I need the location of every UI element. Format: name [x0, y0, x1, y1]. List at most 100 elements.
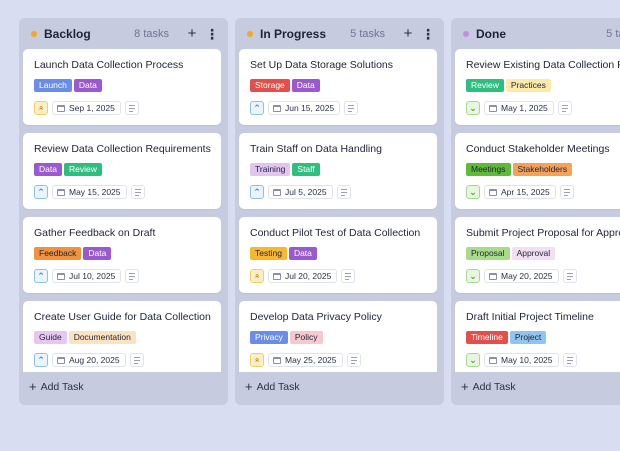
due-date-text: May 15, 2025	[69, 187, 121, 197]
task-title: Gather Feedback on Draft	[34, 227, 156, 239]
card-list: Launch Data Collection Process Launch Data…	[19, 49, 228, 372]
priority-medium-icon[interactable]: ⌃	[250, 185, 264, 199]
task-card[interactable]: Review Data Collection Requirements Data R…	[23, 133, 221, 209]
description-lines-icon[interactable]	[130, 185, 145, 199]
due-date[interactable]: Apr 15, 2025	[484, 185, 556, 199]
tag-list: Training Staff	[250, 163, 322, 176]
due-date[interactable]: May 1, 2025	[484, 101, 554, 115]
description-lines-icon[interactable]	[557, 101, 572, 115]
due-date[interactable]: May 10, 2025	[484, 353, 559, 367]
column-header: Backlog 8 tasks + ⋮	[19, 18, 228, 49]
due-date[interactable]: Jul 5, 2025	[268, 185, 333, 199]
tag-badge: Data	[288, 247, 317, 260]
column-title: In Progress	[260, 26, 327, 41]
priority-high-icon[interactable]: «	[250, 353, 264, 367]
card-meta: ⌃ Aug 20, 2025	[34, 353, 144, 367]
tag-badge: Review	[466, 79, 504, 92]
task-title: Train Staff on Data Handling	[250, 143, 382, 155]
tag-list: Feedback Data	[34, 247, 113, 260]
add-task-button[interactable]: + Add Task	[461, 380, 516, 393]
tag-badge: Policy	[289, 331, 323, 344]
task-title: Review Existing Data Collection Practice…	[466, 59, 620, 71]
task-card[interactable]: Develop Data Privacy Policy Privacy Policy…	[239, 301, 437, 372]
description-lines-icon[interactable]	[129, 353, 144, 367]
tag-badge: Stakeholders	[512, 163, 573, 176]
due-date[interactable]: May 25, 2025	[268, 353, 343, 367]
priority-medium-icon[interactable]: ⌃	[34, 269, 48, 283]
task-card[interactable]: Submit Project Proposal for Approval Prop…	[455, 217, 620, 293]
due-date-text: Aug 20, 2025	[69, 355, 120, 365]
due-date[interactable]: May 20, 2025	[484, 269, 559, 283]
due-date[interactable]: Aug 20, 2025	[52, 353, 126, 367]
tag-list: Storage Data	[250, 79, 322, 92]
description-lines-icon[interactable]	[341, 269, 356, 283]
due-date-text: May 1, 2025	[501, 103, 548, 113]
due-date[interactable]: May 15, 2025	[52, 185, 127, 199]
task-card[interactable]: Conduct Pilot Test of Data Collection Tes…	[239, 217, 437, 293]
task-count: 5 tasks	[350, 27, 385, 40]
column-header: In Progress 5 tasks + ⋮	[235, 18, 444, 49]
calendar-icon	[273, 188, 281, 196]
task-card[interactable]: Gather Feedback on Draft Feedback Data ⌃ Jul…	[23, 217, 221, 293]
priority-medium-icon[interactable]: ⌃	[34, 353, 48, 367]
task-card[interactable]: Set Up Data Storage Solutions Storage Data…	[239, 49, 437, 125]
priority-low-icon[interactable]: ⌄	[466, 269, 480, 283]
plus-icon[interactable]: +	[187, 24, 197, 42]
due-date-text: Apr 15, 2025	[501, 187, 550, 197]
due-date[interactable]: Jun 15, 2025	[268, 101, 341, 115]
description-lines-icon[interactable]	[124, 101, 139, 115]
task-card[interactable]: Train Staff on Data Handling Training Staf…	[239, 133, 437, 209]
due-date[interactable]: Jul 20, 2025	[268, 269, 338, 283]
description-lines-icon[interactable]	[344, 101, 359, 115]
plus-icon: +	[29, 379, 37, 394]
card-meta: ⌃ Jul 5, 2025	[250, 185, 351, 199]
description-lines-icon[interactable]	[562, 269, 577, 283]
priority-high-icon[interactable]: «	[34, 101, 48, 115]
column-done: Done 5 tasks Review Existing Data Collec…	[451, 18, 620, 405]
task-title: Launch Data Collection Process	[34, 59, 184, 71]
calendar-icon	[489, 104, 497, 112]
tag-list: Launch Data	[34, 79, 104, 92]
description-lines-icon[interactable]	[346, 353, 361, 367]
task-title: Review Data Collection Requirements	[34, 143, 211, 155]
task-count: 8 tasks	[134, 27, 169, 40]
priority-low-icon[interactable]: ⌄	[466, 101, 480, 115]
column-title: Backlog	[44, 26, 91, 41]
description-lines-icon[interactable]	[562, 353, 577, 367]
task-title: Submit Project Proposal for Approval	[466, 227, 620, 239]
status-dot	[463, 30, 469, 37]
priority-high-icon[interactable]: «	[250, 269, 264, 283]
kebab-menu-icon[interactable]: ⋮	[421, 25, 435, 42]
description-lines-icon[interactable]	[125, 269, 140, 283]
due-date[interactable]: Jul 10, 2025	[52, 269, 122, 283]
card-meta: ⌃ Jun 15, 2025	[250, 101, 359, 115]
plus-icon[interactable]: +	[403, 24, 413, 42]
task-title: Develop Data Privacy Policy	[250, 311, 382, 323]
description-lines-icon[interactable]	[559, 185, 574, 199]
task-card[interactable]: Create User Guide for Data Collection Gui…	[23, 301, 221, 372]
tag-badge: Meetings	[466, 163, 511, 176]
add-task-button[interactable]: + Add Task	[29, 379, 84, 394]
tag-badge: Proposal	[466, 247, 510, 260]
tag-list: Data Review	[34, 163, 104, 176]
tag-badge: Storage	[250, 79, 290, 92]
card-meta: « May 25, 2025	[250, 353, 361, 367]
priority-low-icon[interactable]: ⌄	[466, 185, 480, 199]
kebab-menu-icon[interactable]: ⋮	[205, 25, 219, 42]
task-card[interactable]: Draft Initial Project Timeline Timeline Pr…	[455, 301, 620, 372]
due-date[interactable]: Sep 1, 2025	[52, 101, 121, 115]
status-dot	[247, 30, 253, 37]
description-lines-icon[interactable]	[336, 185, 351, 199]
priority-low-icon[interactable]: ⌄	[466, 353, 480, 367]
card-meta: « Sep 1, 2025	[34, 101, 139, 115]
task-card[interactable]: Conduct Stakeholder Meetings Meetings Stak…	[455, 133, 620, 209]
task-card[interactable]: Review Existing Data Collection Practice…	[455, 49, 620, 125]
calendar-icon	[273, 272, 281, 280]
priority-medium-icon[interactable]: ⌃	[34, 185, 48, 199]
priority-medium-icon[interactable]: ⌃	[250, 101, 264, 115]
task-card[interactable]: Launch Data Collection Process Launch Data…	[23, 49, 221, 125]
add-task-button[interactable]: + Add Task	[245, 380, 300, 393]
tag-badge: Training	[250, 163, 291, 176]
due-date-text: May 25, 2025	[285, 355, 337, 365]
